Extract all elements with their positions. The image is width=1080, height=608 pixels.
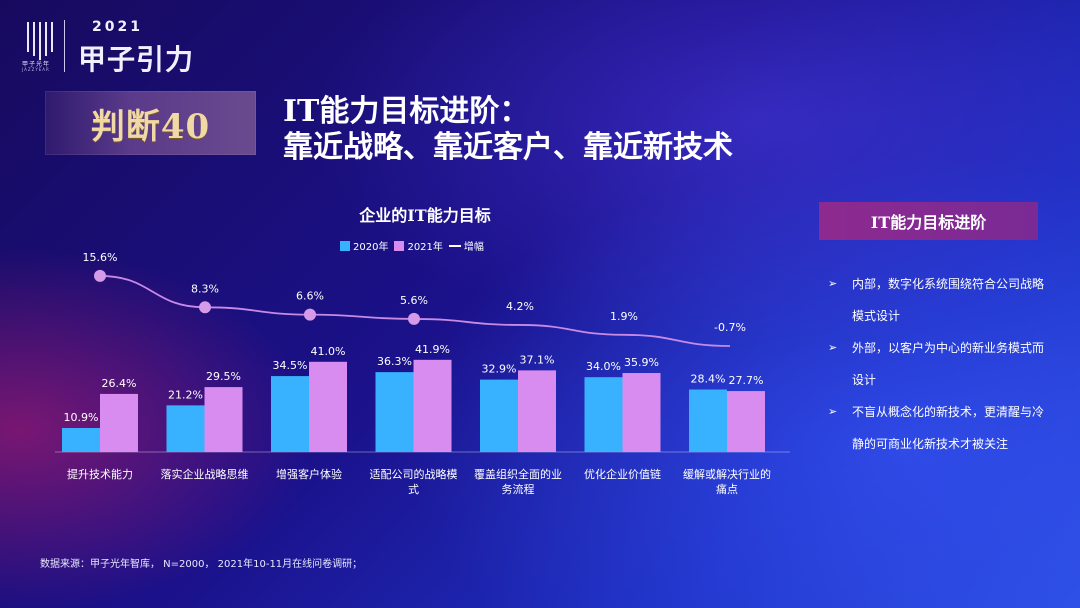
- category-label: 痛点: [716, 482, 738, 496]
- legend-item-growth: 增幅: [448, 238, 484, 253]
- legend-swatch-2021: [394, 240, 405, 251]
- category-label: 落实企业战略思维: [161, 467, 249, 481]
- logo-cn-text: 甲子光年: [22, 61, 51, 68]
- legend-item-2021: 2021年: [394, 238, 443, 253]
- chart-legend: 2020年 2021年 增幅: [340, 238, 484, 253]
- data-label-2020: 28.4%: [691, 373, 726, 386]
- data-label-growth: 1.9%: [610, 310, 638, 323]
- data-label-growth: 6.6%: [296, 290, 324, 303]
- arrow-icon: ➢: [828, 341, 838, 354]
- jazzyear-logo-icon: [27, 22, 53, 60]
- legend-label-2021: 2021年: [407, 242, 443, 253]
- data-source-note: 数据来源：甲子光年智库， N=2000， 2021年10-11月在线问卷调研；: [40, 559, 363, 570]
- legend-label-2020: 2020年: [353, 242, 389, 253]
- panel-title: IT能力目标进阶: [819, 202, 1038, 240]
- bar-2020: [62, 428, 100, 452]
- logo-brand: 甲子引力: [78, 43, 195, 76]
- legend-swatch-2020: [340, 240, 350, 251]
- data-label-2021: 41.0%: [311, 345, 346, 358]
- logo-sub-text: JAZZYEAR: [22, 67, 50, 72]
- category-label: 务流程: [502, 482, 535, 496]
- bar-2021: [727, 391, 765, 452]
- bar-2021: [309, 361, 347, 452]
- legend-item-2020: 2020年: [340, 238, 388, 253]
- panel-bullet: ➢ 外部，以客户为中心的新业务模式而设计: [828, 332, 1048, 396]
- data-label-2021: 26.4%: [102, 377, 137, 390]
- legend-label-growth: 增幅: [463, 242, 484, 253]
- bar-2021: [100, 393, 138, 452]
- bar-2021: [204, 387, 243, 452]
- data-label-2020: 34.5%: [273, 359, 308, 372]
- data-label-2020: 21.2%: [168, 388, 203, 401]
- category-label: 式: [408, 483, 419, 496]
- judgement-badge-text: 判断40: [90, 106, 211, 147]
- growth-point: [304, 308, 316, 321]
- growth-point: [408, 312, 420, 325]
- bar-2021: [413, 359, 452, 452]
- it-capability-chart: 10.9%26.4%提升技术能力21.2%29.5%落实企业战略思维34.5%4…: [62, 251, 771, 496]
- page-title-line2: 靠近战略、靠近客户、靠近新技术: [283, 130, 733, 165]
- data-label-growth: 5.6%: [400, 294, 428, 307]
- data-label-2020: 34.0%: [586, 360, 621, 373]
- data-label-growth: -0.7%: [714, 321, 746, 334]
- data-label-2021: 29.5%: [206, 370, 241, 383]
- data-label-2020: 10.9%: [64, 411, 99, 424]
- panel-bullet: ➢ 内部，数字化系统围绕符合公司战略模式设计: [828, 268, 1048, 332]
- data-label-growth: 15.6%: [83, 251, 118, 264]
- data-label-growth: 4.2%: [506, 300, 534, 313]
- category-label: 适配公司的战略模: [370, 467, 458, 481]
- category-label: 缓解或解决行业的: [683, 467, 771, 481]
- data-label-2021: 41.9%: [415, 343, 450, 356]
- logo-year: 2021: [92, 19, 143, 35]
- data-label-growth: 8.3%: [191, 282, 219, 295]
- bar-2020: [166, 405, 205, 452]
- panel-bullet-list: ➢ 内部，数字化系统围绕符合公司战略模式设计 ➢ 外部，以客户为中心的新业务模式而设…: [828, 268, 1048, 460]
- bar-2020: [271, 376, 309, 452]
- arrow-icon: ➢: [828, 277, 838, 290]
- bar-2021: [622, 373, 661, 452]
- category-label: 增强客户体验: [276, 467, 342, 481]
- panel-bullet-text: 内部，数字化系统围绕符合公司战略模式设计: [852, 277, 1045, 323]
- data-label-2021: 35.9%: [624, 356, 659, 369]
- page-title-line1: IT能力目标进阶：: [283, 94, 530, 129]
- data-label-2021: 27.7%: [729, 374, 764, 387]
- panel-bullet-text: 不盲从概念化的新技术，更清醒与冷静的可商业化新技术才被关注: [852, 405, 1045, 451]
- panel-bullet: ➢ 不盲从概念化的新技术，更清醒与冷静的可商业化新技术才被关注: [828, 396, 1048, 460]
- bar-2020: [584, 377, 623, 452]
- bar-2020: [480, 379, 518, 452]
- growth-point: [94, 269, 106, 282]
- data-label-2021: 37.1%: [520, 353, 555, 366]
- category-label: 覆盖组织全面的业: [474, 467, 562, 481]
- bar-2020: [689, 389, 727, 452]
- bar-2021: [518, 370, 556, 452]
- category-label: 优化企业价值链: [584, 467, 661, 481]
- bar-2020: [375, 372, 414, 452]
- judgement-badge: 判断40: [45, 91, 256, 155]
- panel-bullet-text: 外部，以客户为中心的新业务模式而设计: [852, 341, 1045, 387]
- arrow-icon: ➢: [828, 405, 838, 418]
- data-label-2020: 36.3%: [377, 355, 412, 368]
- logo-divider: [64, 20, 65, 72]
- data-label-2020: 32.9%: [482, 363, 517, 376]
- growth-point: [199, 301, 211, 314]
- chart-title: 企业的IT能力目标: [359, 206, 491, 225]
- legend-swatch-growth: [448, 244, 461, 247]
- category-label: 提升技术能力: [67, 467, 133, 481]
